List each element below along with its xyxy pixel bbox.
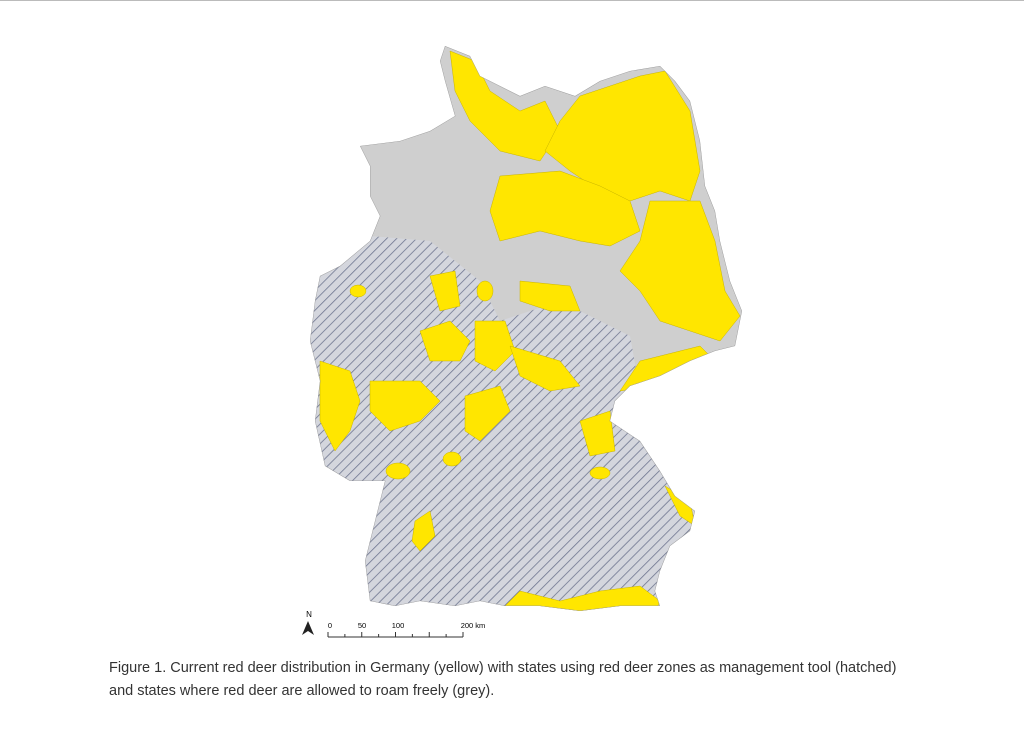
- scale-label: 50: [358, 621, 366, 630]
- caption: and states where red deer are allowed to…: [109, 683, 495, 699]
- scale-label: 0: [328, 621, 332, 630]
- map: N 0 50 100 200 km: [302, 46, 742, 638]
- germany: [310, 46, 742, 611]
- red-deer-range: [319, 50, 741, 611]
- scale-label: 100: [392, 621, 405, 630]
- scale-label: 200 km: [461, 621, 486, 630]
- scale-bar: 0 50 100 200 km: [327, 621, 486, 638]
- north-label: N: [306, 610, 312, 619]
- north-arrow: N: [302, 610, 314, 635]
- caption: Figure 1. Current red deer distribution …: [109, 660, 897, 676]
